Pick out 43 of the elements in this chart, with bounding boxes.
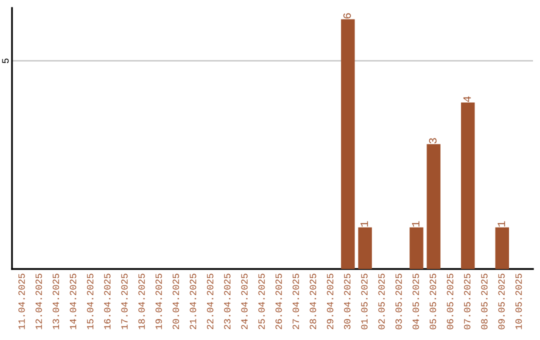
y-tick-label: 5	[2, 58, 9, 64]
x-tick-label: 15.04.2025	[86, 274, 94, 330]
x-tick-label: 17.04.2025	[121, 274, 128, 330]
x-tick-label: 09.05.2025	[498, 274, 505, 330]
bar	[426, 144, 440, 269]
x-tick-label: 21.04.2025	[190, 274, 196, 330]
x-tick-label: 08.05.2025	[481, 274, 488, 330]
x-tick-label: 18.04.2025	[138, 274, 145, 330]
data-label: 1	[412, 221, 420, 227]
x-tick-label: 10.05.2025	[515, 274, 522, 330]
bar	[461, 102, 475, 269]
x-tick-label: 12.04.2025	[36, 274, 42, 330]
x-tick-label: 01.05.2025	[361, 274, 368, 330]
data-label: 6	[343, 13, 351, 18]
x-tick-label: 23.04.2025	[224, 274, 230, 330]
x-tick-label: 22.04.2025	[206, 274, 214, 330]
x-tick-label: 26.04.2025	[275, 274, 282, 330]
data-label: 4	[463, 96, 471, 102]
x-tick-label: 27.04.2025	[292, 274, 300, 330]
x-tick-label: 24.04.2025	[241, 274, 248, 330]
bar	[410, 227, 424, 269]
x-tick-label: 20.04.2025	[172, 274, 180, 330]
x-tick-label: 14.04.2025	[70, 274, 76, 330]
x-tick-label: 06.05.2025	[446, 274, 454, 330]
x-tick-label: 03.05.2025	[395, 274, 402, 330]
x-tick-label: 02.05.2025	[378, 274, 385, 330]
x-tick-label: 28.04.2025	[310, 274, 316, 330]
bar	[358, 227, 372, 269]
x-tick-label: 04.05.2025	[412, 274, 419, 330]
x-tick-label: 13.04.2025	[52, 274, 60, 330]
x-tick-label: 30.04.2025	[344, 274, 350, 330]
data-label: 3	[429, 138, 437, 144]
x-tick-label: 16.04.2025	[104, 274, 111, 330]
bar	[341, 19, 355, 269]
x-tick-label: 07.05.2025	[464, 274, 470, 330]
x-tick-label: 19.04.2025	[156, 274, 162, 330]
bar	[495, 227, 510, 269]
x-tick-label: 11.04.2025	[18, 274, 25, 330]
x-tick-label: 25.04.2025	[258, 274, 265, 330]
x-tick-label: 05.05.2025	[430, 274, 436, 330]
x-tick-label: 29.04.2025	[326, 274, 334, 330]
data-label: 1	[498, 221, 506, 227]
data-label: 1	[360, 221, 368, 227]
